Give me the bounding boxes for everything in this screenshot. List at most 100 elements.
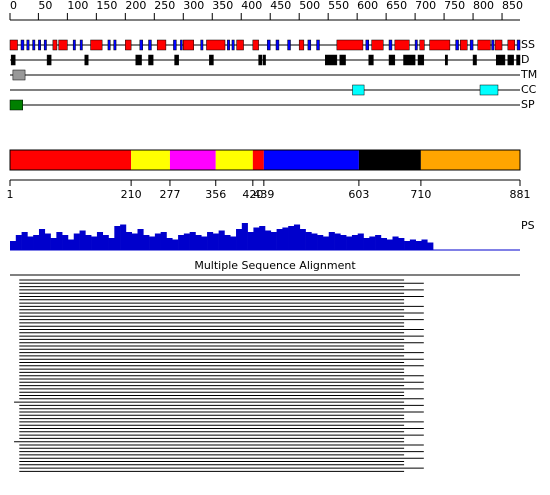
track-label: SS [521,38,535,51]
ps-bar [96,232,104,250]
d-segment [516,54,521,66]
ps-bar [91,236,98,250]
ps-bar [114,226,121,250]
ps-bar [50,238,57,250]
track-label: D [521,53,529,66]
ps-bar [380,238,388,250]
ps-bar [351,235,359,250]
helix [206,39,226,51]
domain [169,150,216,170]
ruler-label: 100 [67,0,88,12]
strand [388,39,393,51]
ruler-label: 650 [386,0,407,12]
strand [148,39,152,51]
strand [231,39,235,51]
helix [298,39,305,51]
strand [180,39,183,51]
d-segment [507,54,514,66]
ps-bar [85,235,92,250]
ps-bar [125,232,133,250]
strand [365,39,369,51]
ps-bar [230,236,237,250]
domain-label: 277 [159,188,180,201]
strand [469,39,474,51]
helix [156,39,167,51]
ps-bar [357,233,364,250]
helix [336,39,364,51]
domain [358,150,421,170]
d-segment [258,54,263,66]
ps-bar [131,233,138,250]
ps-bar [67,239,75,250]
ps-bar [62,235,69,250]
ps-bar [183,233,190,250]
ruler-label: 250 [154,0,175,12]
ps-bar [212,233,219,250]
ps-bar [259,226,266,250]
d-segment [263,54,266,66]
ruler-label: 200 [125,0,146,12]
sp-segment [9,99,23,111]
track-label: SP [521,98,535,111]
ps-bar [38,229,46,250]
strand [107,39,111,51]
ps-bar [398,238,405,250]
ps-bar [369,236,376,250]
ps-bar [404,241,411,250]
helix [236,39,244,51]
strand [173,39,177,51]
domain-frame [9,149,521,171]
domain-label: 210 [121,188,142,201]
strand [32,39,36,51]
ps-bar [415,241,422,250]
ps-bar [207,232,214,250]
cc-segment [352,84,365,96]
strand [38,39,41,51]
ps-bar [346,236,353,250]
ps-bar [178,235,185,250]
ps-bar [253,227,260,250]
d-segment [84,54,89,66]
domain-label: 710 [410,188,431,201]
ps-label: PS [521,219,535,232]
strand [316,39,320,51]
ps-bar [334,233,341,250]
helix [419,39,425,51]
d-segment [148,54,154,66]
d-segment [472,54,477,66]
strand [287,39,291,51]
ruler-label: 850 [502,0,523,12]
ps-bar [189,232,196,250]
d-segment [417,54,425,66]
domain [131,150,170,170]
helix [394,39,410,51]
strand [491,39,495,51]
strand [414,39,418,51]
domain [420,150,520,170]
strand [227,39,230,51]
ps-bar [201,236,208,250]
ps-bar [282,227,289,250]
ps-bar [305,232,312,250]
strand [455,39,459,51]
ps-bar [363,238,370,250]
d-segment [10,54,16,66]
helix [507,39,516,51]
domain-label: 420 [242,188,263,201]
domain [10,150,132,170]
ps-bar [102,235,109,250]
domain [263,150,359,170]
helix [460,39,468,51]
ps-bar [427,242,434,250]
strand [139,39,143,51]
domain-label: 356 [205,188,226,201]
ruler-label: 0 [10,0,17,12]
ps-bar [322,236,330,250]
strand [200,39,204,51]
ps-bar [288,226,295,250]
ps-bar [10,241,17,250]
ruler-label: 550 [328,0,349,12]
track-label: CC [521,83,537,96]
domain-label: 1 [7,188,14,201]
ruler-label: 700 [415,0,436,12]
